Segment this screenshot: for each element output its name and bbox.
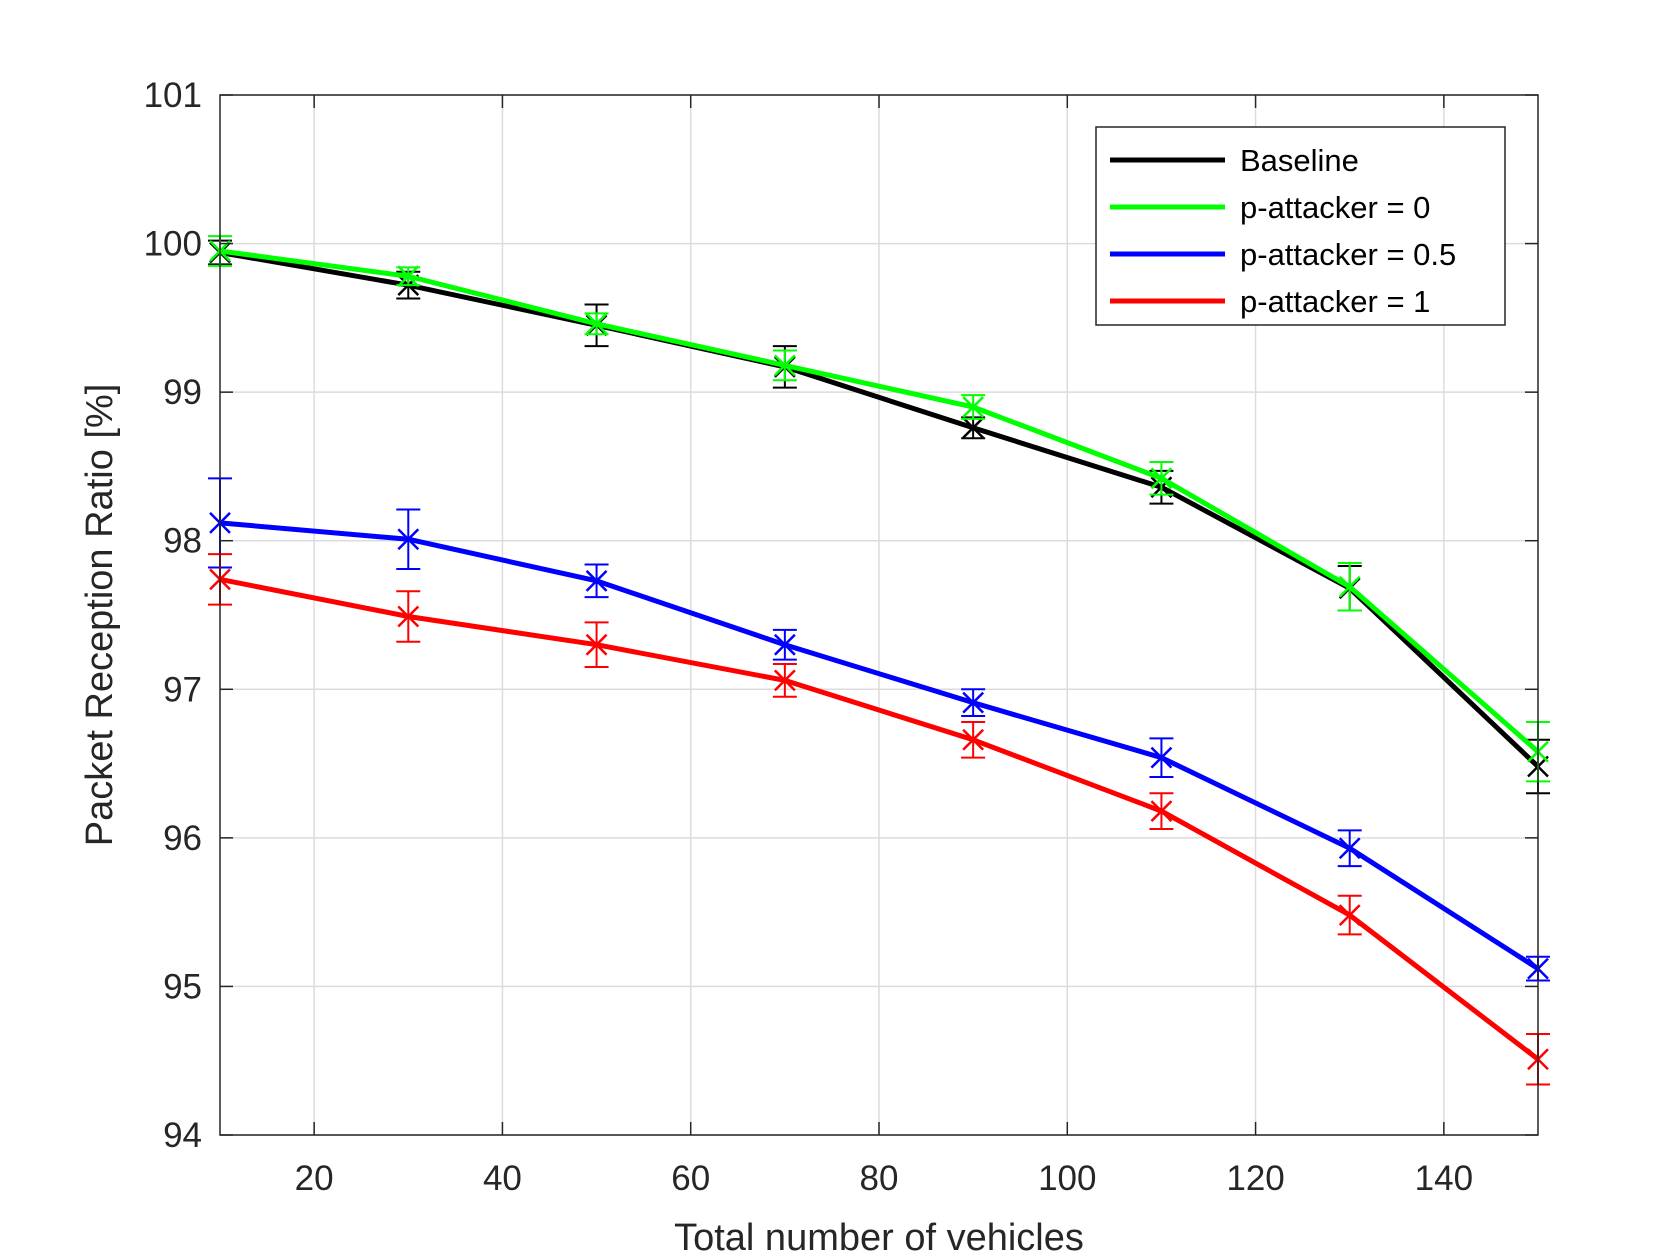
legend-item: p-attacker = 1 <box>1110 284 1430 319</box>
marker-stroke <box>1150 746 1173 769</box>
marker-stroke <box>585 312 608 335</box>
x-tick-label: 140 <box>1415 1159 1473 1198</box>
data-point <box>962 728 985 751</box>
data-point <box>773 354 796 377</box>
data-point <box>397 605 420 628</box>
data-point <box>1338 837 1361 860</box>
data-point <box>773 669 796 692</box>
data-point <box>773 633 796 656</box>
marker-stroke <box>1338 904 1361 926</box>
y-tick-label: 94 <box>163 1116 202 1155</box>
data-point <box>585 633 608 656</box>
marker-stroke <box>1338 837 1361 860</box>
legend-label: p-attacker = 1 <box>1240 284 1430 319</box>
legend-item: Baseline <box>1110 143 1359 178</box>
series-2 <box>208 477 1550 982</box>
x-tick-label: 120 <box>1226 1159 1284 1198</box>
data-point <box>397 265 420 288</box>
x-axis-title: Total number of vehicles <box>674 1217 1084 1259</box>
data-point <box>962 416 985 439</box>
x-tick-label: 20 <box>295 1159 334 1198</box>
legend-label: p-attacker = 0 <box>1240 190 1430 225</box>
data-point <box>962 396 985 418</box>
marker-stroke <box>773 669 796 692</box>
marker-stroke <box>585 633 608 656</box>
marker-stroke <box>585 569 608 592</box>
legend-item: p-attacker = 0.5 <box>1110 237 1456 272</box>
y-axis-title: Packet Reception Ratio [%] <box>79 384 121 847</box>
y-tick-label: 95 <box>163 967 202 1006</box>
x-tick-label: 40 <box>483 1159 522 1198</box>
marker-stroke <box>397 605 420 628</box>
y-tick-label: 100 <box>144 225 202 264</box>
x-tick-label: 80 <box>860 1159 899 1198</box>
y-tick-label: 96 <box>163 819 202 858</box>
marker-stroke <box>962 416 985 439</box>
data-point <box>1338 575 1361 598</box>
series-line <box>219 248 1540 754</box>
marker-stroke <box>397 528 420 551</box>
marker-stroke <box>1150 467 1173 490</box>
marker-stroke <box>773 633 796 656</box>
data-point <box>1338 904 1361 926</box>
x-tick-label: 60 <box>671 1159 710 1198</box>
data-point <box>1150 800 1173 822</box>
marker-stroke <box>962 691 985 714</box>
legend-item: p-attacker = 0 <box>1110 190 1430 225</box>
data-point <box>1150 746 1173 769</box>
legend: Baseline p-attacker = 0 p-attacker = 0.5 p-… <box>1095 126 1506 326</box>
data-point <box>585 569 608 592</box>
axis-ticks: 20 40 60 80 100 120 140 94 95 96 97 98 99 100 101 <box>144 76 1538 1198</box>
y-tick-label: 99 <box>163 373 202 412</box>
marker-stroke <box>962 396 985 418</box>
data-point <box>397 528 420 551</box>
series-line <box>219 576 1540 1062</box>
data-point <box>585 312 608 335</box>
y-tick-label: 101 <box>144 76 202 115</box>
marker-stroke <box>1150 800 1173 822</box>
x-tick-label: 100 <box>1038 1159 1096 1198</box>
marker-stroke <box>1338 575 1361 598</box>
y-tick-label: 97 <box>163 670 202 709</box>
marker-stroke <box>397 265 420 288</box>
data-point <box>1150 467 1173 490</box>
marker-stroke <box>773 354 796 377</box>
y-tick-label: 98 <box>163 522 202 561</box>
marker-stroke <box>962 728 985 751</box>
legend-label: p-attacker = 0.5 <box>1240 237 1456 272</box>
legend-label: Baseline <box>1240 143 1359 178</box>
series-line <box>219 520 1540 971</box>
data-point <box>962 691 985 714</box>
